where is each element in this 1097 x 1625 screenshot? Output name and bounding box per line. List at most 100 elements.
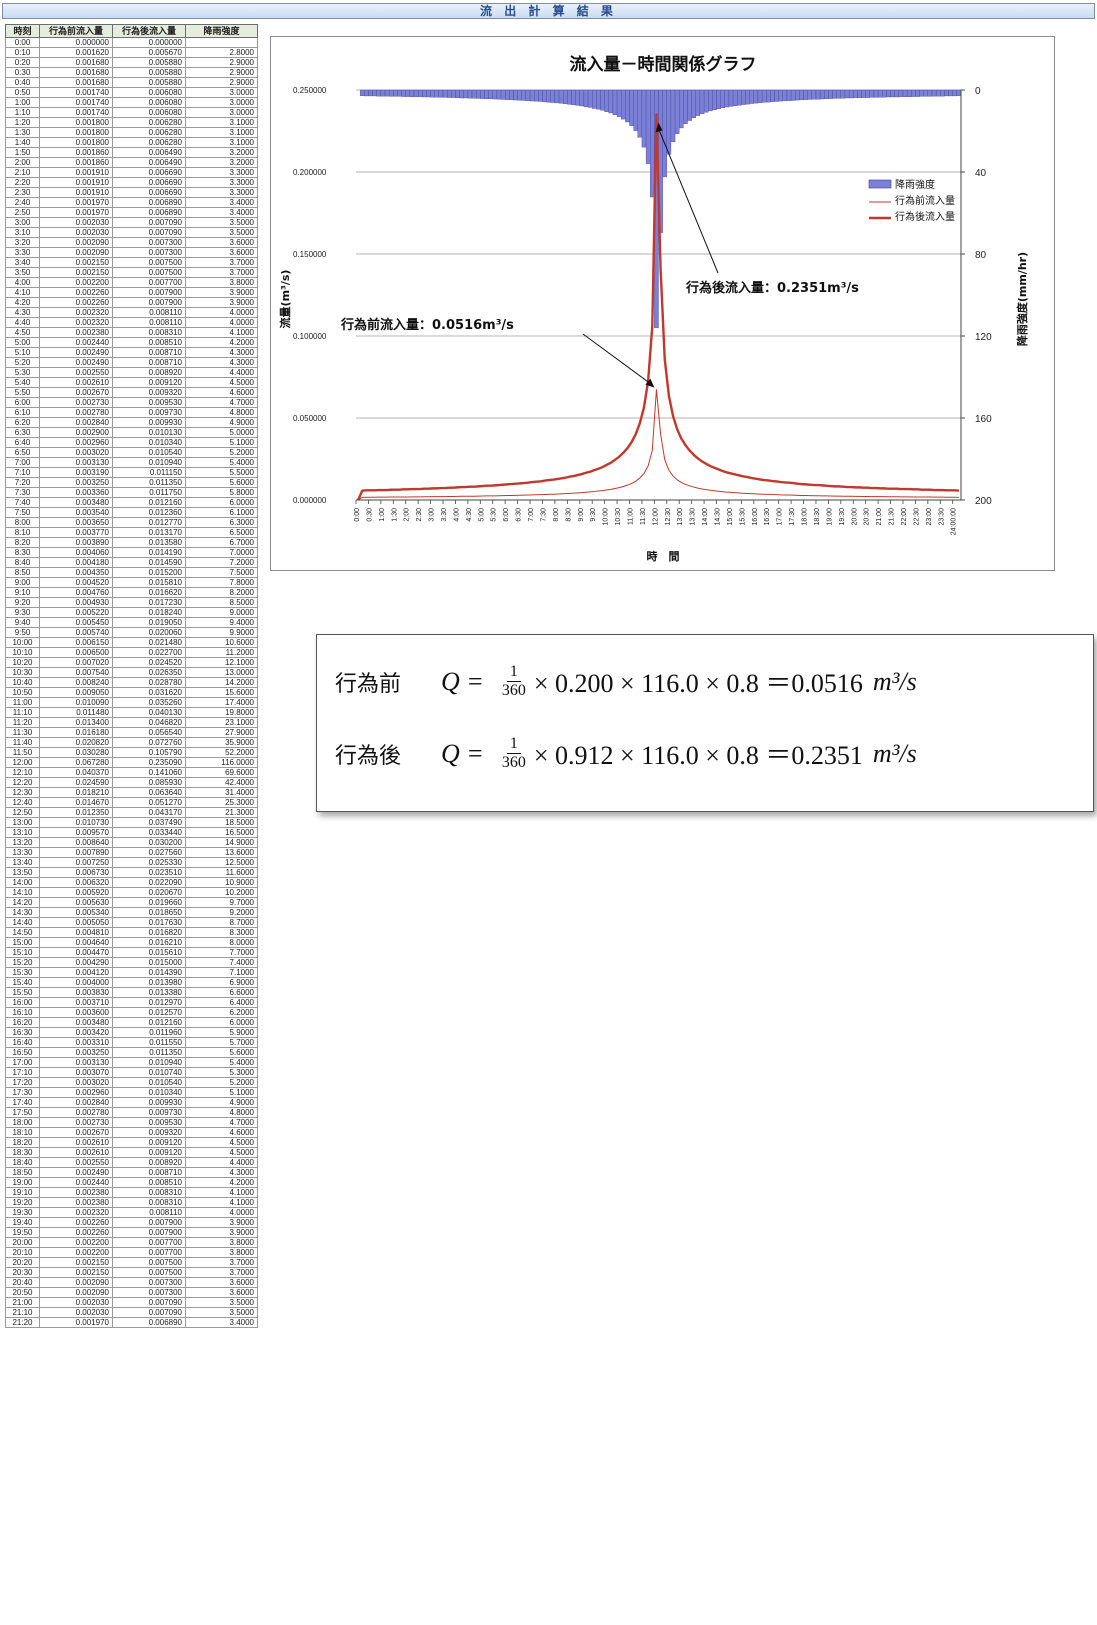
table-cell: 0:00 <box>5 37 40 48</box>
table-cell: 18:20 <box>5 1137 40 1148</box>
formula-label: 行為前 <box>335 671 402 697</box>
table-row: 17:10 0.003070 0.010740 5.3000 <box>5 1067 258 1078</box>
table-cell: 4.0000 <box>185 317 258 328</box>
table-cell: 0.141060 <box>112 767 186 778</box>
x-tick-label: 6:30 <box>516 508 523 522</box>
rainfall-bar <box>931 89 937 97</box>
rainfall-bar <box>529 89 535 102</box>
table-cell: 0.072760 <box>112 737 186 748</box>
table-cell: 3.8000 <box>185 277 258 288</box>
table-cell: 0:10 <box>5 47 40 58</box>
table-row: 16:10 0.003600 0.012570 6.2000 <box>5 1007 258 1018</box>
rainfall-bar <box>795 89 800 101</box>
y-axis-label: 流量(m³/s) <box>278 270 292 329</box>
rainfall-bar <box>558 89 564 104</box>
table-cell: 0.005220 <box>39 607 113 618</box>
x-tick-label: 13:00 <box>677 508 684 526</box>
x-tick-label: 14:30 <box>715 508 722 526</box>
y-tick-label: 0.250000 <box>293 86 327 95</box>
table-cell: 3.0000 <box>185 97 258 108</box>
table-cell: 14:00 <box>5 877 40 888</box>
table-cell: 3.5000 <box>185 227 258 238</box>
table-cell: 13:30 <box>5 847 40 858</box>
table-row: 2:50 0.001970 0.006890 3.4000 <box>5 207 258 218</box>
table-row: 3:20 0.002090 0.007300 3.6000 <box>5 237 258 248</box>
table-cell: 0.006500 <box>39 647 113 658</box>
table-cell: 4.2000 <box>185 1177 258 1188</box>
rainfall-bar <box>364 89 369 97</box>
table-cell: 0.002260 <box>39 1217 113 1228</box>
table-cell: 15:50 <box>5 987 40 998</box>
x-tick-label: 12:00 <box>652 508 659 526</box>
table-cell: 7:20 <box>5 477 40 488</box>
table-cell: 0.002260 <box>39 1227 113 1238</box>
rainfall-bar <box>380 89 386 97</box>
x-tick-label: 1:30 <box>391 508 398 522</box>
table-cell: 0.056540 <box>112 727 186 738</box>
table-cell: 21:20 <box>5 1317 40 1328</box>
x-tick-label: 16:30 <box>764 508 771 526</box>
table-cell: 6:40 <box>5 437 40 448</box>
rainfall-bar <box>915 89 920 97</box>
rainfall-bar <box>467 89 473 99</box>
rainfall-bar <box>455 89 460 98</box>
rainfall-bar <box>699 89 705 114</box>
table-cell: 0.004180 <box>39 557 113 568</box>
table-cell: 3.0000 <box>185 87 258 98</box>
table-cell: 0.002840 <box>39 1097 113 1108</box>
table-cell: 0.006320 <box>39 877 113 888</box>
rainfall-bar <box>716 89 721 110</box>
table-cell: 4.1000 <box>185 327 258 338</box>
table-cell: 0.012360 <box>112 507 186 518</box>
x-axis-label: 時 間 <box>647 549 680 563</box>
table-row: 1:50 0.001860 0.006490 3.2000 <box>5 147 258 158</box>
rainfall-bar <box>703 89 709 113</box>
table-cell: 12:30 <box>5 787 40 798</box>
rainfall-bar <box>865 89 871 98</box>
table-cell: 0.002900 <box>39 427 113 438</box>
table-cell: 0.005880 <box>112 57 186 68</box>
table-cell: 5.7000 <box>185 1037 258 1048</box>
table-cell: 9.7000 <box>185 897 258 908</box>
table-row: 13:00 0.010730 0.037490 18.5000 <box>5 817 258 828</box>
table-cell: 0.011350 <box>112 477 186 488</box>
table-row: 5:40 0.002610 0.009120 4.5000 <box>5 377 258 388</box>
table-cell: 6:50 <box>5 447 40 458</box>
table-cell: 31.4000 <box>185 787 258 798</box>
table-cell: 7:00 <box>5 457 40 468</box>
x-tick-label: 8:00 <box>553 508 560 522</box>
table-cell: 0.002030 <box>39 1297 113 1308</box>
table-row: 5:50 0.002670 0.009320 4.6000 <box>5 387 258 398</box>
table-cell: 9.0000 <box>185 607 258 618</box>
table-cell: 8:00 <box>5 517 40 528</box>
table-cell: 0.006490 <box>112 147 186 158</box>
table-row: 19:40 0.002260 0.007900 3.9000 <box>5 1217 258 1228</box>
x-tick-label: 7:30 <box>540 508 547 522</box>
table-cell: 19:40 <box>5 1217 40 1228</box>
rainfall-bar <box>774 89 779 102</box>
table-cell: 14:10 <box>5 887 40 898</box>
table-row: 7:00 0.003130 0.010940 5.4000 <box>5 457 258 468</box>
table-cell: 13.0000 <box>185 667 258 678</box>
table-cell: 23.1000 <box>185 717 258 728</box>
formula-expression: × 0.200 × 116.0 × 0.8 ＝0.0516 <box>533 669 863 698</box>
table-cell: 0.011480 <box>39 707 113 718</box>
table-cell: 0.046820 <box>112 717 186 728</box>
rainfall-bar <box>935 89 941 97</box>
table-cell: 3.9000 <box>185 1217 258 1228</box>
table-cell: 5.5000 <box>185 467 258 478</box>
rainfall-bar <box>575 89 580 106</box>
rainfall-bar <box>687 89 692 121</box>
table-cell: 0.002150 <box>39 1267 113 1278</box>
table-row: 14:40 0.005050 0.017630 8.7000 <box>5 917 258 928</box>
table-cell: 27.9000 <box>185 727 258 738</box>
table-cell: 0.010090 <box>39 697 113 708</box>
formula-expression: × 0.912 × 116.0 × 0.8 ＝0.2351 <box>533 741 863 770</box>
table-row: 11:00 0.010090 0.035260 17.4000 <box>5 697 258 708</box>
table-row: 11:40 0.020820 0.072760 35.9000 <box>5 737 258 748</box>
table-cell: 0.235090 <box>112 757 186 768</box>
table-cell: 16:30 <box>5 1027 40 1038</box>
table-cell: 3.3000 <box>185 177 258 188</box>
rainfall-bar <box>616 89 622 117</box>
table-cell: 0.003070 <box>39 1067 113 1078</box>
